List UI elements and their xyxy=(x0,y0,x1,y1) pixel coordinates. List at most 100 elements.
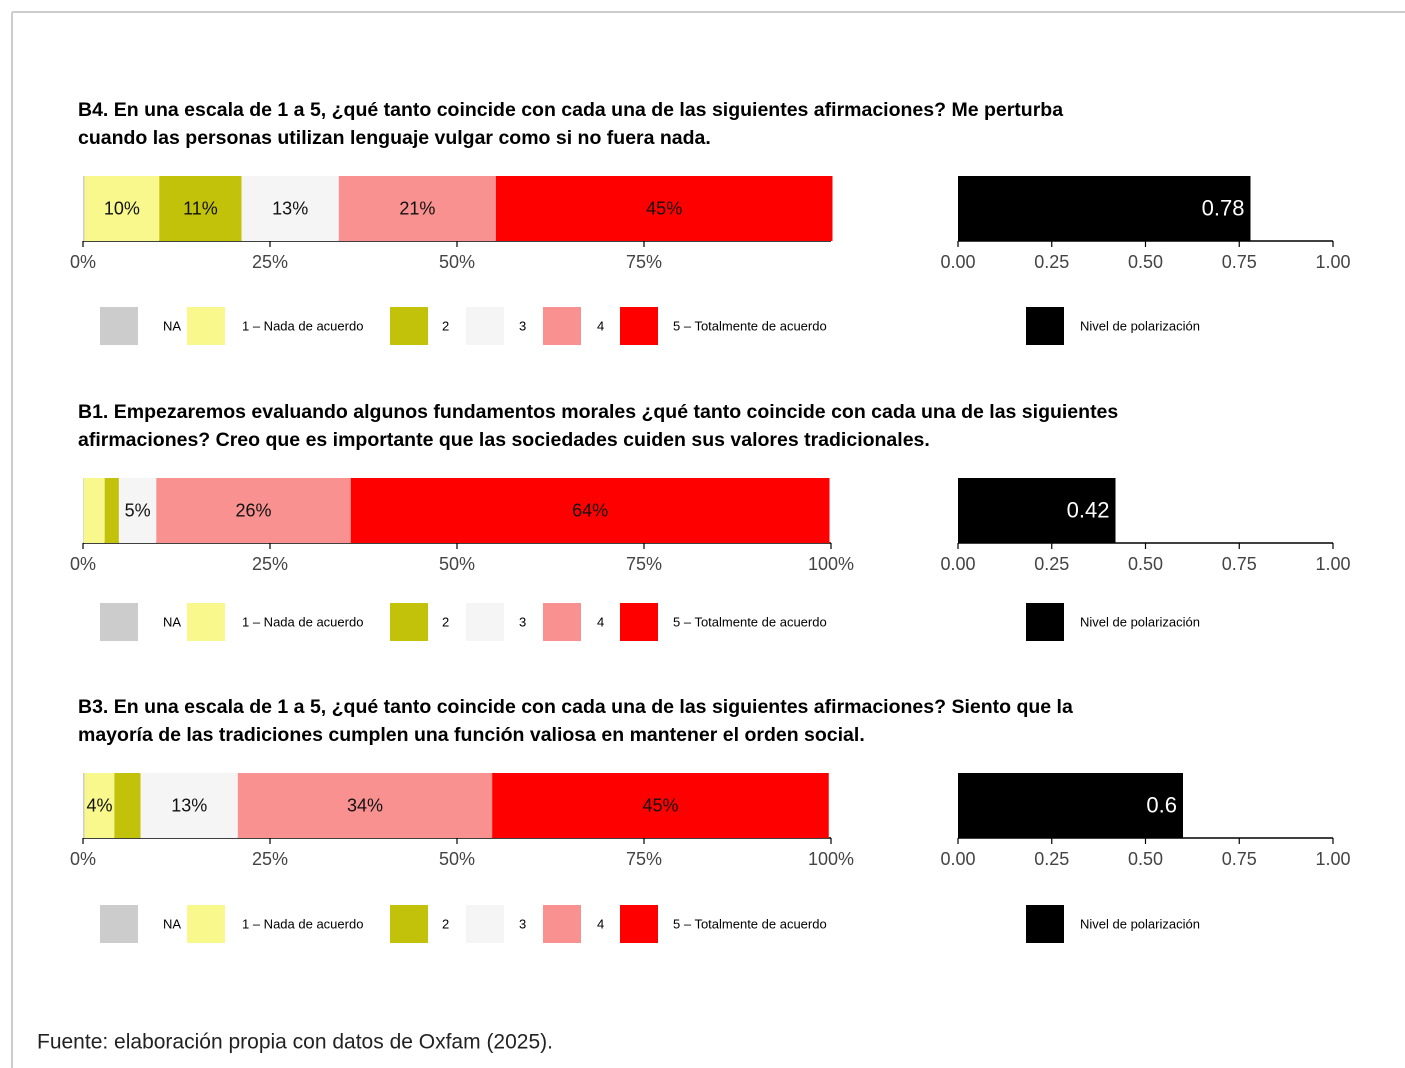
bar-segment xyxy=(241,176,339,241)
bar-segment xyxy=(83,478,84,543)
legend-label: NA xyxy=(163,614,181,629)
legend-swatch xyxy=(390,603,428,641)
legend-label: 2 xyxy=(442,318,449,333)
x-tick-label: 0.50 xyxy=(1128,252,1163,272)
legend-swatch xyxy=(1026,603,1064,641)
legend-label: 5 – Totalmente de acuerdo xyxy=(673,916,827,931)
data-label: 13% xyxy=(272,198,308,218)
chart-title: B4. En una escala de 1 a 5, ¿qué tanto c… xyxy=(78,99,1063,121)
legend-swatch xyxy=(187,603,225,641)
x-tick-label: 100% xyxy=(808,849,854,869)
x-tick-label: 0.75 xyxy=(1222,554,1257,574)
legend-swatch xyxy=(620,905,658,943)
legend-swatch xyxy=(620,307,658,345)
x-tick-label: 0.75 xyxy=(1222,252,1257,272)
legend-swatch xyxy=(390,307,428,345)
x-tick-label: 50% xyxy=(439,554,475,574)
legend-label: Nivel de polarización xyxy=(1080,916,1200,931)
legend-label: NA xyxy=(163,318,181,333)
data-label: 11% xyxy=(183,198,218,218)
data-label: 64% xyxy=(572,500,608,520)
legend-label: 3 xyxy=(519,318,526,333)
legend-label: 3 xyxy=(519,916,526,931)
chart-title: mayoría de las tradiciones cumplen una f… xyxy=(78,724,865,746)
data-label: 26% xyxy=(236,500,272,520)
bar-segment xyxy=(84,176,160,241)
legend-label: 2 xyxy=(442,916,449,931)
x-tick-label: 0.25 xyxy=(1034,554,1069,574)
legend-swatch xyxy=(543,905,581,943)
bar-segment xyxy=(104,478,119,543)
bar-segment xyxy=(83,773,85,838)
x-tick-label: 75% xyxy=(626,554,662,574)
bar-segment xyxy=(237,773,493,838)
bar xyxy=(958,176,1251,241)
x-tick-label: 0.25 xyxy=(1034,849,1069,869)
bar-segment xyxy=(338,176,496,241)
x-tick-label: 75% xyxy=(626,252,662,272)
legend-swatch xyxy=(466,905,504,943)
x-tick-label: 0% xyxy=(70,554,96,574)
legend-swatch xyxy=(620,603,658,641)
bar-segment xyxy=(83,478,105,543)
legend-swatch xyxy=(1026,307,1064,345)
legend-label: 5 – Totalmente de acuerdo xyxy=(673,614,827,629)
legend-swatch xyxy=(100,603,138,641)
data-label: 45% xyxy=(646,198,682,218)
data-label: 5% xyxy=(125,500,151,520)
bar-segment xyxy=(118,478,157,543)
x-tick-label: 0.50 xyxy=(1128,849,1163,869)
legend-label: NA xyxy=(163,916,181,931)
legend-label: 4 xyxy=(597,318,604,333)
legend-label: 1 – Nada de acuerdo xyxy=(242,916,363,931)
x-tick-label: 0% xyxy=(70,849,96,869)
legend-swatch xyxy=(390,905,428,943)
data-label: 13% xyxy=(171,795,207,815)
legend-swatch xyxy=(100,307,138,345)
x-tick-label: 1.00 xyxy=(1315,849,1350,869)
legend-label: Nivel de polarización xyxy=(1080,318,1200,333)
legend-label: 3 xyxy=(519,614,526,629)
x-tick-label: 25% xyxy=(252,252,288,272)
x-tick-label: 50% xyxy=(439,849,475,869)
legend-swatch xyxy=(543,307,581,345)
bar-segment xyxy=(84,773,115,838)
x-tick-label: 50% xyxy=(439,252,475,272)
bar-segment xyxy=(159,176,242,241)
legend-label: 5 – Totalmente de acuerdo xyxy=(673,318,827,333)
legend-swatch xyxy=(187,307,225,345)
x-tick-label: 0% xyxy=(70,252,96,272)
legend-swatch xyxy=(466,603,504,641)
data-label: 45% xyxy=(642,795,678,815)
bar xyxy=(958,773,1183,838)
bar-segment xyxy=(114,773,141,838)
legend-swatch xyxy=(466,307,504,345)
data-label: 21% xyxy=(399,198,435,218)
x-tick-label: 0.50 xyxy=(1128,554,1163,574)
legend-label: 1 – Nada de acuerdo xyxy=(242,318,363,333)
bar-segment xyxy=(350,478,830,543)
bar-segment xyxy=(492,773,829,838)
x-tick-label: 0.25 xyxy=(1034,252,1069,272)
data-label: 0.6 xyxy=(1146,792,1177,817)
x-tick-label: 0.75 xyxy=(1222,849,1257,869)
data-label: 10% xyxy=(104,198,140,218)
x-tick-label: 1.00 xyxy=(1315,252,1350,272)
x-tick-label: 0.00 xyxy=(940,252,975,272)
legend-label: 1 – Nada de acuerdo xyxy=(242,614,363,629)
x-tick-label: 75% xyxy=(626,849,662,869)
data-label: 0.78 xyxy=(1202,195,1245,220)
data-label: 4% xyxy=(86,795,112,815)
legend-swatch xyxy=(543,603,581,641)
chart-title: B3. En una escala de 1 a 5, ¿qué tanto c… xyxy=(78,696,1073,718)
x-tick-label: 1.00 xyxy=(1315,554,1350,574)
bar-segment xyxy=(83,176,85,241)
x-tick-label: 25% xyxy=(252,849,288,869)
legend-swatch xyxy=(1026,905,1064,943)
bar-segment xyxy=(495,176,833,241)
x-tick-label: 100% xyxy=(808,554,854,574)
chart-title: afirmaciones? Creo que es importante que… xyxy=(78,429,930,451)
chart-title: cuando las personas utilizan lenguaje vu… xyxy=(78,127,711,149)
bar xyxy=(958,478,1116,543)
